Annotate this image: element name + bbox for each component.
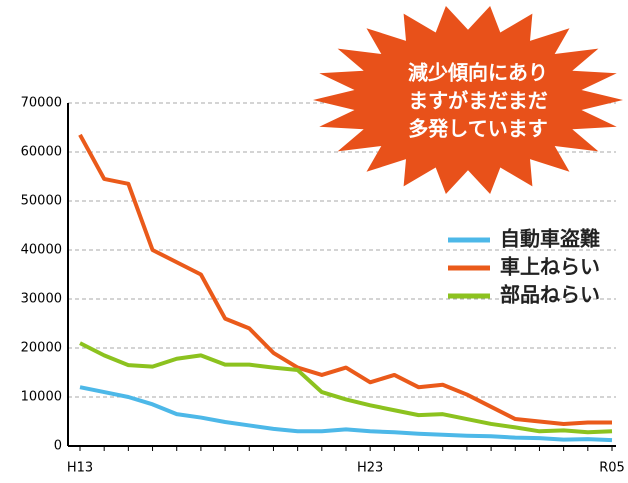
x-tick-label: R05 — [599, 461, 625, 476]
y-tick-label: 20000 — [21, 341, 62, 356]
y-tick-label: 50000 — [21, 194, 62, 209]
annotation-text: 多発しています — [408, 117, 547, 141]
y-tick-label: 60000 — [21, 145, 62, 160]
annotation-text: 減少傾向にあり — [408, 61, 548, 85]
annotation-text: ますがまだまだ — [408, 89, 548, 113]
legend-label: 部品ねらい — [500, 283, 600, 307]
y-tick-label: 40000 — [21, 243, 62, 258]
y-tick-label: 70000 — [21, 96, 62, 111]
legend-label: 自動車盗難 — [500, 227, 600, 251]
page: 0 10000 20000 30000 40000 50000 60000 70000 H13 H… — [0, 0, 628, 483]
chart: 0 10000 20000 30000 40000 50000 60000 70000 H13 H… — [0, 0, 628, 479]
y-tick-label: 0 — [54, 439, 62, 454]
x-tick-label: H23 — [357, 461, 383, 476]
y-tick-label: 10000 — [21, 390, 62, 405]
legend-label: 車上ねらい — [500, 255, 600, 279]
series-line — [80, 135, 612, 424]
series-line — [80, 387, 612, 440]
x-tick-label: H13 — [67, 461, 93, 476]
y-tick-label: 30000 — [21, 292, 62, 307]
